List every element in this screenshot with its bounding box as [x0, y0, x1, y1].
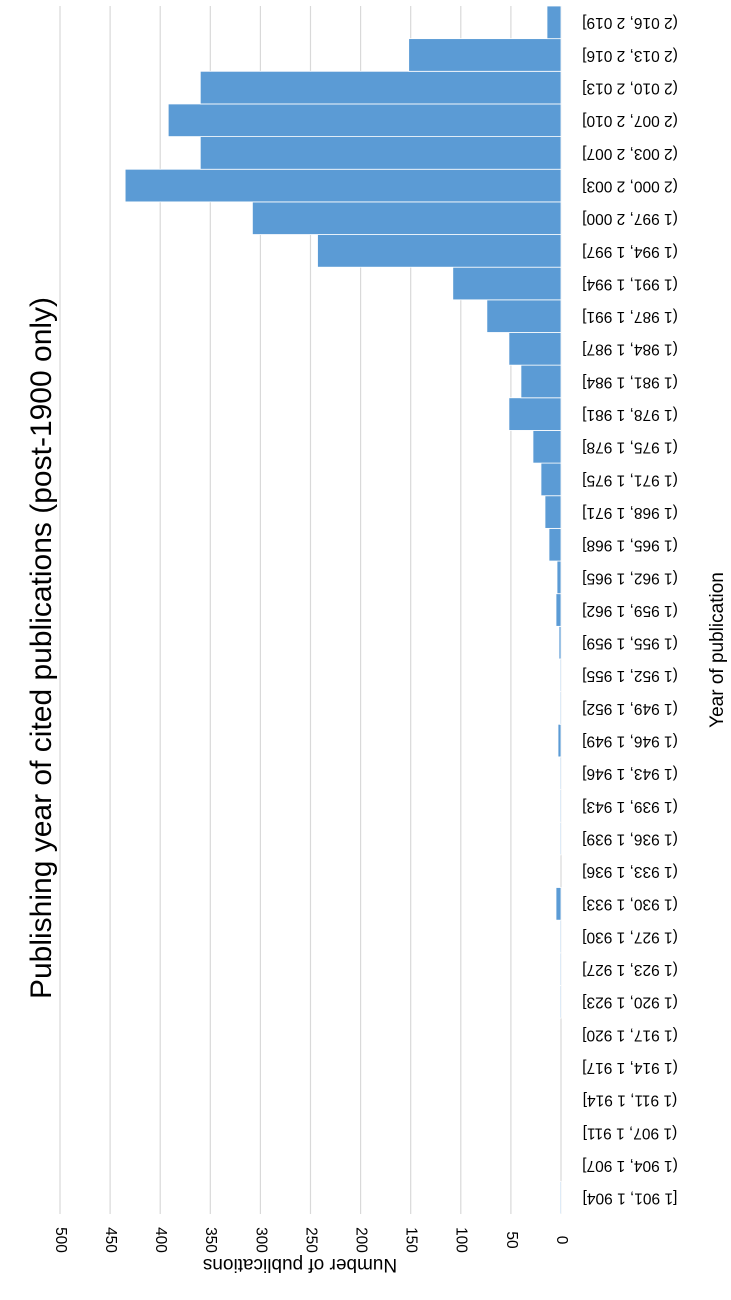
category-tick-label: (1 987, 1 991] [582, 308, 678, 325]
bar [559, 691, 562, 725]
bar [508, 332, 562, 366]
bar [520, 364, 562, 399]
category-tick-label: (2 010, 2 013] [582, 80, 678, 97]
category-tick-label: (2 003, 2 007] [582, 145, 678, 162]
category-tick-label: (1 907, 1 911] [583, 1124, 678, 1141]
x-axis-title: Year of publication [707, 572, 728, 728]
bar [557, 723, 562, 758]
value-tick-label: 400 [152, 1227, 169, 1253]
category-tick-label: (1 911, 1 914] [583, 1092, 678, 1109]
bar [559, 985, 562, 1019]
value-tick-label: 350 [202, 1227, 219, 1253]
category-tick-label: (1 917, 1 920] [582, 1026, 678, 1043]
category-tick-label: (1 975, 1 978] [582, 439, 678, 456]
category-tick-label: (1 965, 1 968] [582, 537, 678, 554]
category-tick-label: (2 016, 2 019] [582, 14, 678, 31]
category-tick-label: (2 007, 2 010] [582, 112, 678, 129]
value-tick-label: 50 [503, 1231, 520, 1249]
bar [251, 201, 562, 235]
category-tick-label: (1 943, 1 946] [582, 765, 678, 782]
bar [546, 5, 562, 40]
category-tick-label: (1 920, 1 923] [582, 994, 678, 1011]
category-tick-label: (1 955, 1 959] [582, 635, 678, 652]
category-tick-label: (1 968, 1 971] [582, 504, 678, 521]
value-tick-label: 250 [302, 1227, 319, 1253]
bar [199, 136, 562, 170]
bar [559, 658, 562, 693]
category-tick-label: (1 927, 1 930] [582, 928, 678, 945]
value-tick-label: 150 [403, 1227, 420, 1253]
category-tick-label: (1 981, 1 984] [582, 373, 678, 390]
bar [559, 821, 562, 856]
category-tick-label: (1 939, 1 943] [582, 798, 678, 815]
category-tick-label: (1 991, 1 994] [582, 275, 678, 292]
bar [452, 266, 562, 301]
category-tick-label: (1 971, 1 975] [582, 471, 678, 488]
value-tick-label: 450 [102, 1227, 119, 1253]
bar [124, 168, 562, 203]
category-tick-label: (2 013, 2 016] [582, 47, 678, 64]
bar [559, 789, 562, 823]
value-tick-label: 300 [252, 1227, 269, 1253]
value-tick-label: 100 [453, 1227, 470, 1253]
value-tick-label: 500 [52, 1227, 69, 1253]
chart-title: Publishing year of cited publications (p… [25, 297, 58, 999]
category-tick-label: (2 000, 2 003] [582, 177, 678, 194]
bar [559, 756, 562, 790]
bar [486, 299, 562, 333]
category-tick-label: (1 997, 2 000] [582, 210, 678, 227]
bar [508, 397, 562, 431]
category-tick-label: (1 984, 1 987] [582, 341, 678, 358]
value-tick-label: 0 [553, 1236, 570, 1245]
category-tick-label: (1 930, 1 933] [582, 896, 678, 913]
bar [167, 103, 562, 137]
bar [559, 952, 562, 986]
bar [559, 1180, 562, 1215]
category-tick-labels: [1 901, 1 904] (1 904, 1 907] (1 907, 1 91… [582, 14, 678, 1206]
category-tick-label: (1 946, 1 949] [582, 733, 678, 750]
category-tick-label: (1 949, 1 952] [582, 700, 678, 717]
category-tick-label: (1 994, 1 997] [582, 243, 678, 260]
bar [559, 919, 562, 954]
category-tick-label: (1 914, 1 917] [582, 1059, 678, 1076]
y-axis-title: Number of publications [203, 1254, 397, 1275]
bar [317, 234, 562, 268]
bar [558, 625, 562, 660]
category-tick-label: (1 923, 1 927] [582, 961, 678, 978]
value-tick-label: 200 [353, 1227, 370, 1253]
category-tick-label: (1 933, 1 936] [582, 863, 678, 880]
value-tick-labels: 0 50 100 150 200 250 300 350 400 450 500 [52, 1227, 570, 1253]
bar [532, 430, 562, 464]
category-tick-label: (1 962, 1 965] [582, 569, 678, 586]
bar [540, 462, 562, 497]
bar [556, 560, 562, 595]
bar [544, 495, 562, 529]
category-tick-label: [1 901, 1 904] [583, 1190, 678, 1207]
category-tick-label: (1 978, 1 981] [582, 406, 678, 423]
bar [548, 527, 562, 562]
bar [199, 70, 562, 105]
category-tick-label: (1 952, 1 955] [582, 667, 678, 684]
bar [408, 38, 562, 72]
category-tick-label: (1 936, 1 939] [582, 830, 678, 847]
bars [124, 5, 562, 1215]
category-tick-label: (1 904, 1 907] [582, 1157, 678, 1174]
bar [555, 593, 562, 627]
category-tick-label: (1 959, 1 962] [582, 602, 678, 619]
bar [555, 887, 562, 921]
